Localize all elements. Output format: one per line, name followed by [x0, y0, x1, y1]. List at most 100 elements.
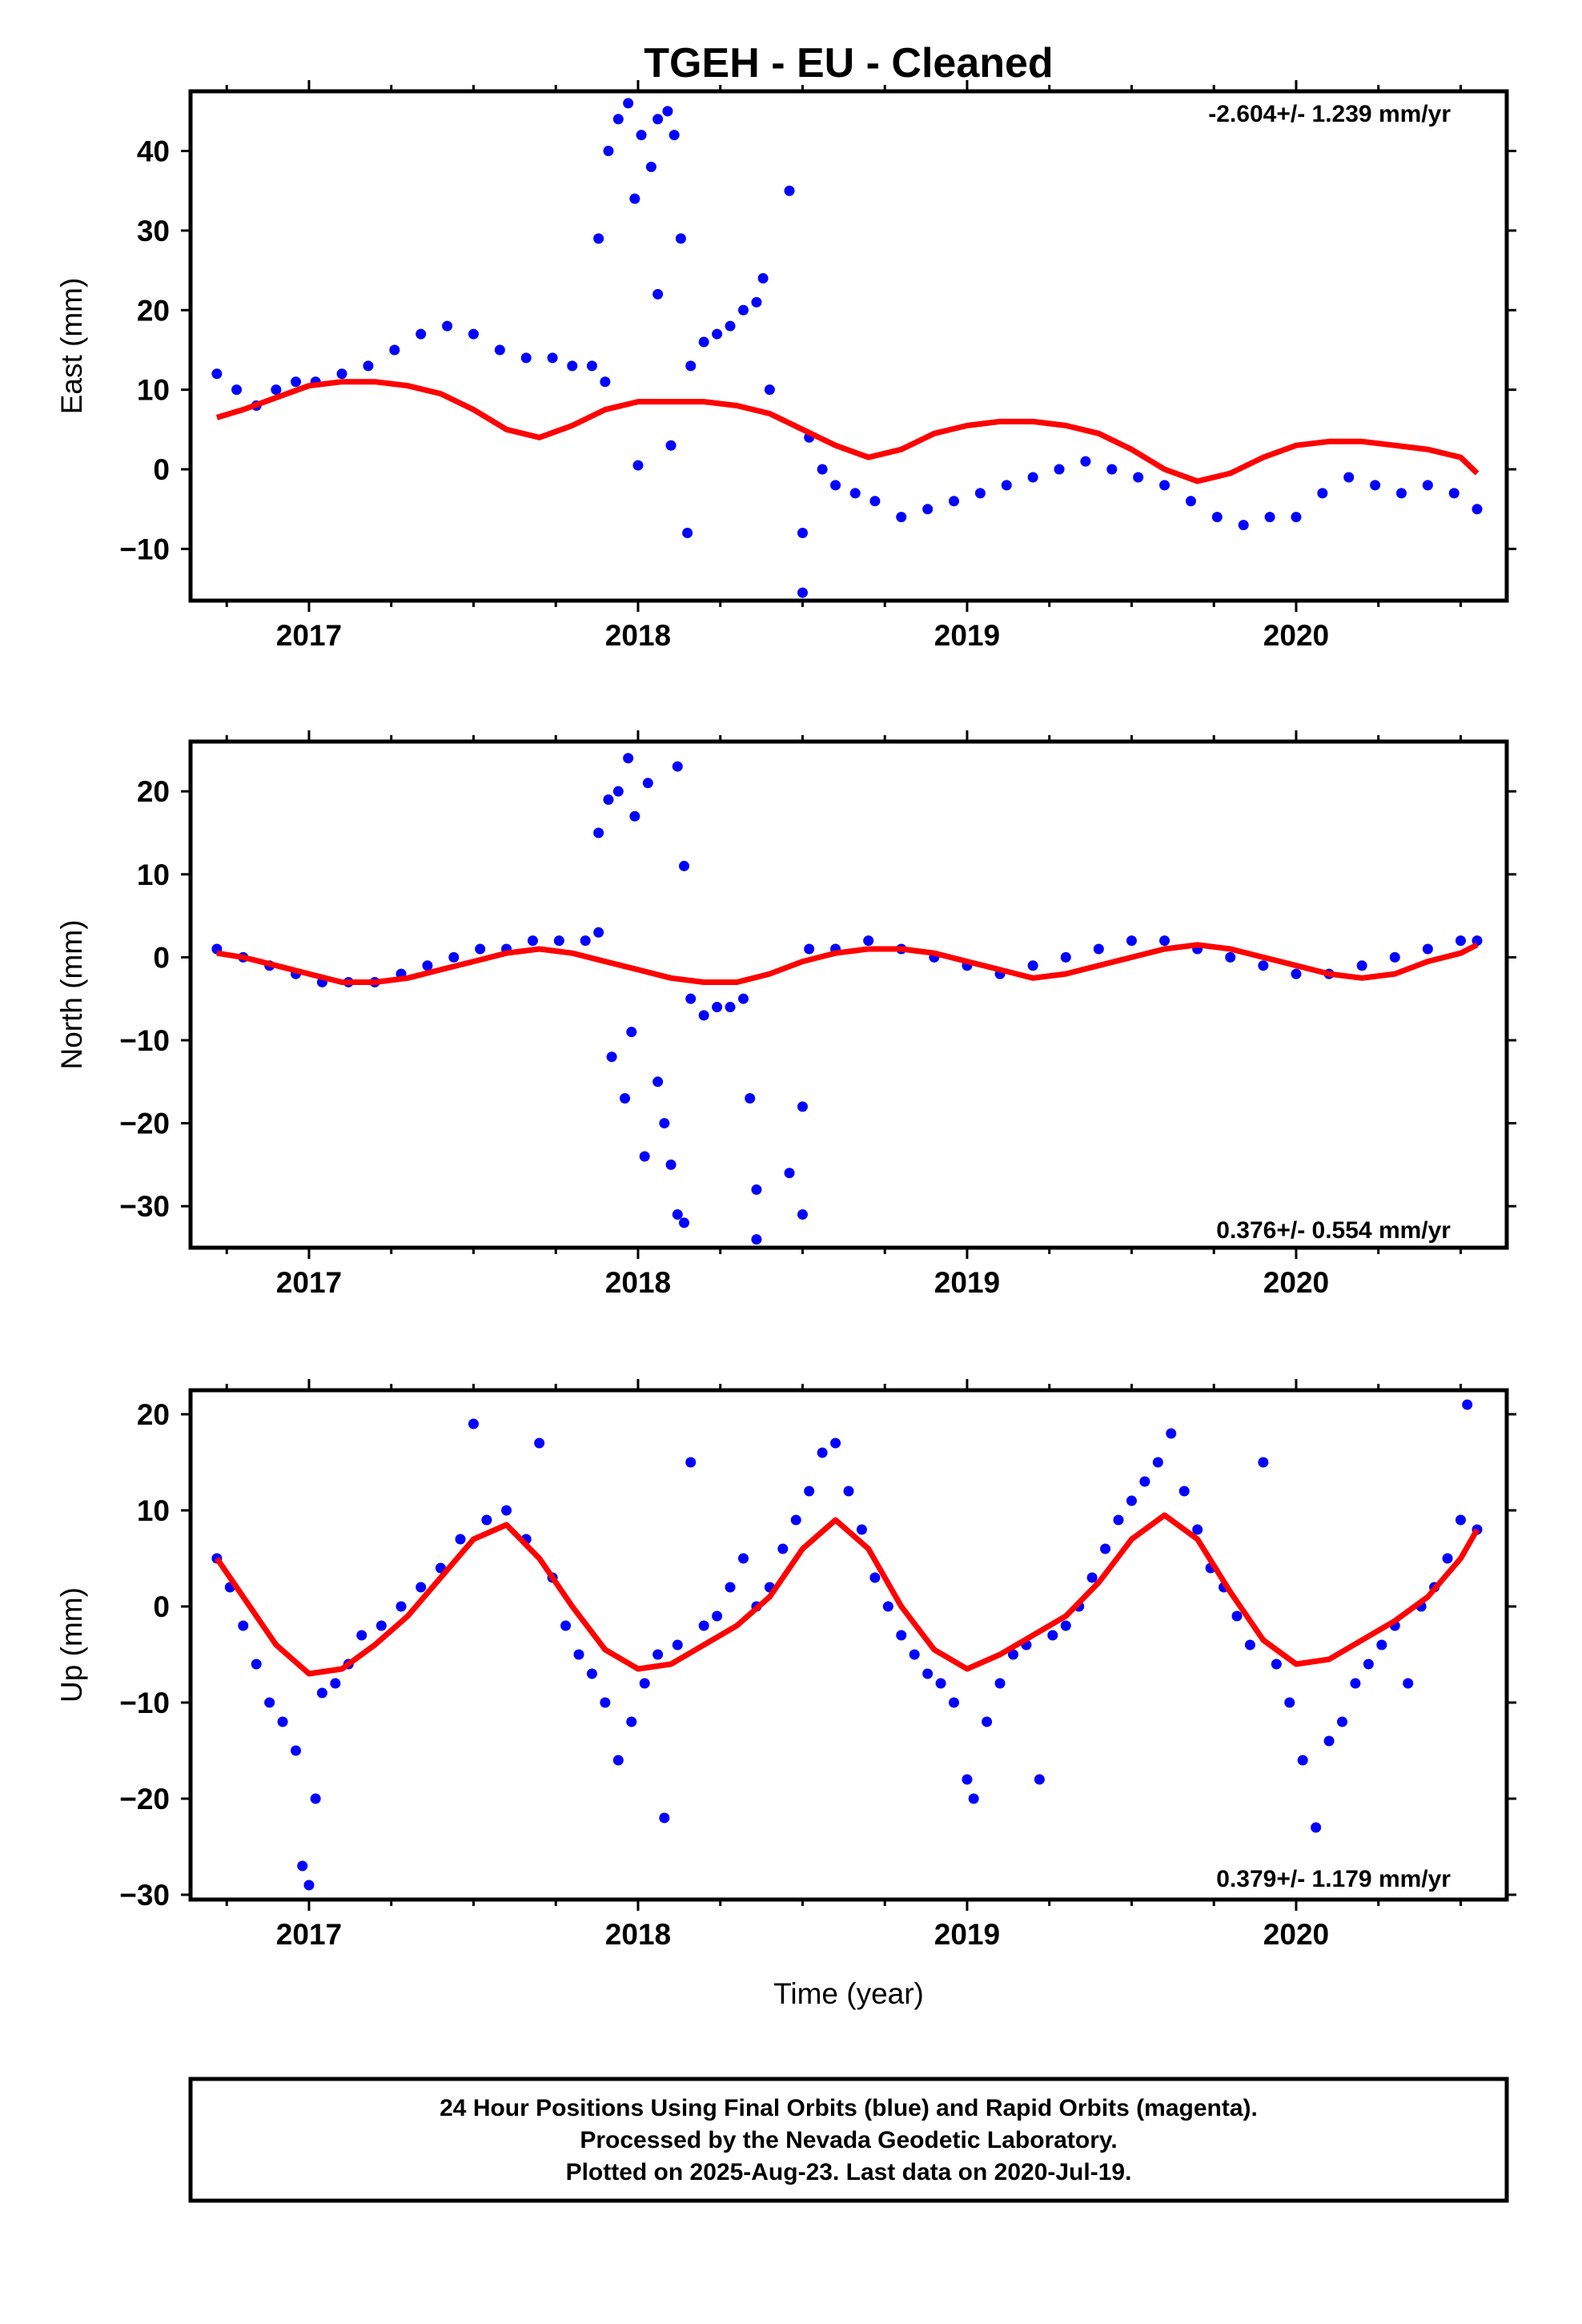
north-ytick-label: −30	[119, 1190, 170, 1223]
east-data-point	[231, 384, 243, 396]
up-data-point	[1100, 1543, 1111, 1554]
up-data-point	[468, 1418, 479, 1429]
up-data-point	[1126, 1495, 1137, 1506]
up-data-point	[685, 1457, 697, 1468]
up-ytick-label: 0	[153, 1590, 170, 1623]
up-data-point	[1462, 1399, 1473, 1410]
up-data-point	[737, 1553, 749, 1564]
north-data-point	[672, 1209, 683, 1220]
north-data-point	[422, 960, 433, 971]
up-data-point	[968, 1793, 979, 1804]
up-data-point	[1258, 1457, 1269, 1468]
north-data-point	[593, 827, 604, 838]
up-data-point	[1297, 1755, 1308, 1766]
east-data-point	[494, 344, 505, 356]
up-data-point	[659, 1812, 670, 1823]
north-data-point	[626, 1027, 637, 1038]
east-data-point	[1211, 512, 1223, 523]
up-data-point	[586, 1668, 597, 1679]
up-data-point	[712, 1610, 723, 1622]
east-ytick-label: −10	[119, 533, 170, 565]
east-data-point	[1133, 472, 1144, 483]
north-data-point	[603, 794, 614, 806]
up-data-point	[330, 1678, 341, 1689]
east-data-point	[336, 368, 347, 380]
up-data-point	[639, 1678, 650, 1689]
north-y-axis-label: North (mm)	[55, 919, 88, 1069]
east-data-point	[389, 344, 400, 356]
up-data-point	[1139, 1476, 1150, 1487]
east-data-point	[1185, 496, 1196, 507]
up-ytick-label: −30	[119, 1879, 170, 1912]
up-panel: −30 −20 −10 0 10 20 2017 2018 2019 2020 Up (mm) 0.3…	[55, 1379, 1516, 1951]
up-data-point	[291, 1745, 302, 1756]
east-data-point	[629, 193, 640, 204]
north-plot-frame	[188, 739, 1509, 1250]
east-ytick-label: 20	[137, 294, 170, 327]
up-data-point	[1231, 1610, 1243, 1622]
up-xtick-label: 2017	[276, 1918, 342, 1951]
up-data-points	[211, 1399, 1483, 1891]
east-data-point	[363, 360, 374, 372]
north-fit-line	[216, 942, 1479, 985]
up-data-point	[310, 1793, 321, 1804]
north-rate-label: 0.376+/- 0.554 mm/yr	[1216, 1217, 1451, 1244]
up-data-point	[817, 1447, 828, 1458]
east-data-point	[974, 488, 986, 499]
up-data-point	[1034, 1774, 1045, 1785]
up-data-point	[994, 1678, 1006, 1689]
east-data-point	[797, 587, 808, 598]
east-data-point	[652, 114, 664, 125]
north-data-point	[1455, 935, 1466, 947]
up-data-point	[652, 1649, 664, 1660]
up-data-point	[777, 1543, 789, 1554]
north-data-point	[1060, 951, 1071, 963]
east-data-points	[211, 98, 1483, 598]
east-data-point	[271, 384, 282, 396]
east-xtick-label: 2019	[934, 619, 1000, 652]
up-data-point	[869, 1572, 881, 1583]
up-data-point	[316, 1687, 327, 1699]
up-fit-line	[215, 1512, 1480, 1677]
east-data-point	[712, 328, 723, 340]
north-data-point	[448, 951, 460, 963]
north-data-point	[620, 1093, 631, 1104]
east-data-point	[1472, 504, 1483, 515]
north-data-point	[797, 1209, 808, 1220]
east-data-point	[291, 376, 302, 388]
up-data-point	[1271, 1659, 1282, 1670]
footer-line-2: Processed by the Nevada Geodetic Laborat…	[580, 2127, 1117, 2153]
north-data-point	[679, 1217, 689, 1228]
up-data-point	[356, 1630, 367, 1641]
east-data-point	[612, 114, 624, 125]
up-ytick-label: 20	[137, 1398, 170, 1431]
north-data-point	[580, 935, 591, 947]
north-data-point	[712, 1002, 723, 1013]
up-data-point	[303, 1880, 315, 1891]
east-ytick-label: 0	[153, 453, 170, 486]
up-data-point	[804, 1486, 815, 1497]
footer-box: 24 Hour Positions Using Final Orbits (bl…	[188, 2077, 1509, 2203]
east-ytick-label: 30	[137, 215, 170, 247]
east-data-point	[547, 352, 558, 364]
east-data-point	[896, 512, 907, 523]
east-data-point	[817, 464, 828, 475]
north-data-point	[475, 943, 486, 955]
east-data-point	[757, 273, 769, 284]
north-data-point	[863, 935, 874, 947]
north-data-point	[659, 1118, 670, 1129]
up-data-point	[277, 1716, 288, 1727]
east-data-point	[725, 320, 736, 332]
up-data-point	[612, 1755, 624, 1766]
up-data-point	[1403, 1678, 1414, 1689]
up-ytick-label: 10	[137, 1494, 170, 1527]
east-data-point	[416, 328, 427, 340]
east-data-point	[922, 504, 934, 515]
east-data-point	[1264, 512, 1275, 523]
north-data-points	[211, 753, 1483, 1245]
east-data-point	[682, 528, 693, 539]
north-data-point	[527, 935, 538, 947]
east-data-point	[520, 352, 532, 364]
east-data-point	[1238, 520, 1249, 531]
